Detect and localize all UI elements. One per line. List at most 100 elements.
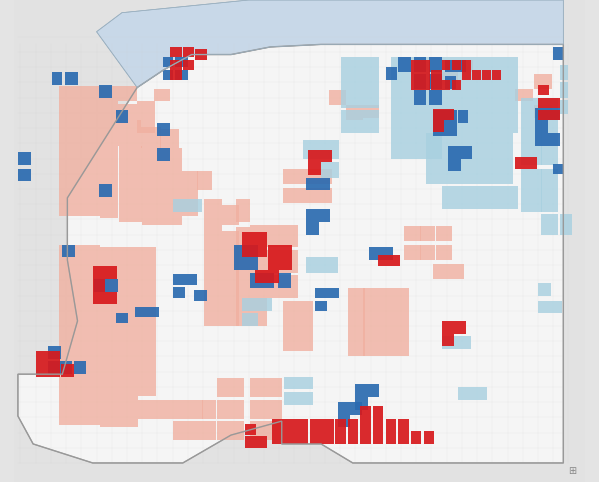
Bar xyxy=(204,199,222,225)
Bar xyxy=(268,245,280,257)
Bar xyxy=(452,60,461,70)
Bar xyxy=(473,387,487,400)
Bar xyxy=(217,378,231,397)
Bar xyxy=(116,313,128,323)
Bar xyxy=(93,292,105,305)
Bar xyxy=(81,86,101,102)
Bar xyxy=(452,133,474,159)
Bar xyxy=(446,110,457,123)
Bar xyxy=(81,139,101,165)
Bar xyxy=(188,199,202,212)
Bar xyxy=(81,362,101,393)
Bar xyxy=(243,298,258,311)
Bar xyxy=(321,150,332,162)
Bar xyxy=(268,270,279,283)
Bar xyxy=(94,278,109,291)
Bar xyxy=(250,273,263,288)
Bar xyxy=(363,105,379,118)
Bar xyxy=(173,421,188,440)
Bar xyxy=(222,231,238,250)
Bar xyxy=(431,70,441,80)
Bar xyxy=(99,85,112,98)
Bar xyxy=(250,250,267,275)
Bar xyxy=(361,431,371,444)
Bar xyxy=(119,334,138,364)
Bar xyxy=(101,193,118,218)
Bar xyxy=(449,264,464,279)
Bar xyxy=(341,82,361,108)
Bar xyxy=(455,60,465,72)
Bar xyxy=(500,187,518,209)
Bar xyxy=(59,393,81,425)
Bar xyxy=(310,418,322,431)
Bar xyxy=(59,273,81,301)
Bar xyxy=(93,279,105,292)
Bar xyxy=(267,400,282,418)
Bar xyxy=(59,139,81,165)
Bar xyxy=(421,70,430,80)
Bar xyxy=(448,146,461,159)
Bar xyxy=(346,105,363,120)
Bar xyxy=(398,418,409,431)
Bar xyxy=(495,159,513,184)
Bar xyxy=(267,275,283,298)
Bar xyxy=(36,351,49,364)
Bar xyxy=(173,287,185,298)
Bar xyxy=(538,283,550,295)
Bar xyxy=(441,336,457,349)
Bar xyxy=(101,305,119,334)
Bar xyxy=(492,70,501,80)
Bar xyxy=(420,226,435,241)
Bar xyxy=(441,187,462,209)
Bar xyxy=(255,245,267,257)
Bar xyxy=(81,301,101,330)
Bar xyxy=(285,431,297,444)
Bar xyxy=(432,123,446,136)
Bar xyxy=(549,110,559,120)
Bar xyxy=(432,264,449,279)
Bar xyxy=(301,187,317,203)
Bar xyxy=(173,400,188,418)
Bar xyxy=(164,148,181,174)
Bar xyxy=(81,118,101,139)
Bar xyxy=(271,431,285,444)
Bar xyxy=(49,362,61,374)
Bar xyxy=(347,288,365,311)
Bar xyxy=(414,74,426,89)
Bar xyxy=(540,190,558,212)
Bar xyxy=(550,301,562,313)
Bar xyxy=(222,301,238,326)
Bar xyxy=(118,86,137,102)
Bar xyxy=(437,226,452,241)
Bar xyxy=(424,431,434,444)
Bar xyxy=(454,321,465,334)
Bar xyxy=(119,197,142,222)
Bar xyxy=(204,275,222,301)
Bar xyxy=(158,123,170,136)
Bar xyxy=(432,120,444,132)
Bar xyxy=(500,82,518,108)
Bar xyxy=(61,362,72,374)
Bar xyxy=(540,143,558,165)
Bar xyxy=(170,47,181,57)
Bar xyxy=(536,120,548,133)
Bar xyxy=(355,384,368,397)
Bar xyxy=(236,199,250,222)
Bar xyxy=(322,418,334,431)
Bar xyxy=(204,250,222,275)
Bar xyxy=(559,82,568,98)
Bar xyxy=(59,330,81,362)
Bar xyxy=(432,109,444,120)
Bar xyxy=(500,108,518,133)
Bar xyxy=(283,326,298,351)
Bar xyxy=(101,102,118,120)
Bar xyxy=(474,159,495,184)
Bar xyxy=(81,245,101,273)
Bar xyxy=(378,288,394,311)
Bar xyxy=(119,171,142,197)
Bar xyxy=(101,142,118,167)
Polygon shape xyxy=(96,0,563,88)
Bar xyxy=(202,421,216,440)
Bar xyxy=(420,245,435,260)
Polygon shape xyxy=(18,44,563,463)
